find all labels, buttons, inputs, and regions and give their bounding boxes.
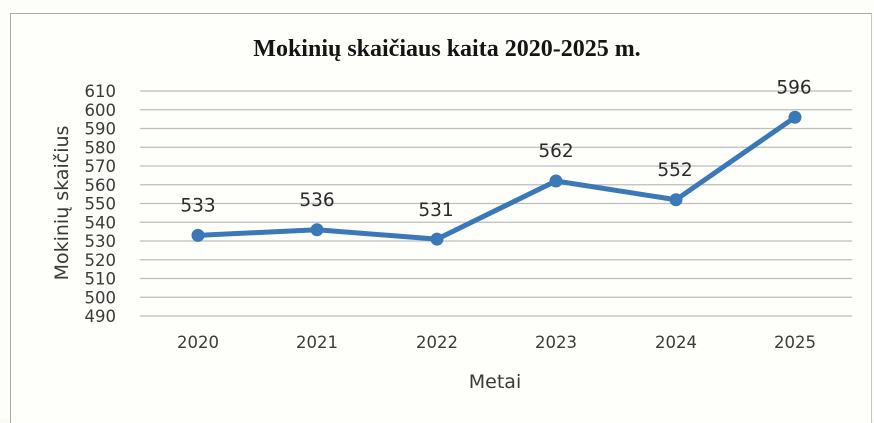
- y-tick-label: 530: [85, 232, 117, 251]
- y-tick-label: 580: [85, 138, 117, 157]
- data-label-2024: 552: [657, 160, 692, 181]
- x-axis-title: Metai: [469, 371, 521, 393]
- data-label-2023: 562: [538, 141, 573, 162]
- gridlines: [140, 91, 852, 316]
- y-tick-label: 600: [85, 101, 117, 120]
- x-tick-label: 2020: [177, 333, 219, 352]
- series-group: [192, 111, 802, 246]
- data-labels: 533 536 531 562 552 596: [180, 77, 811, 221]
- data-label-2021: 536: [299, 190, 334, 211]
- data-point-2020: [192, 229, 205, 242]
- y-axis-title: Mokinių skaičius: [51, 126, 73, 281]
- y-tick-label: 540: [85, 213, 117, 232]
- data-label-2022: 531: [418, 200, 453, 221]
- chart-title: Mokinių skaičiaus kaita 2020-2025 m.: [253, 36, 640, 62]
- x-tick-label: 2022: [416, 333, 458, 352]
- data-point-2023: [550, 175, 563, 188]
- x-tick-label: 2025: [774, 333, 816, 352]
- data-point-2024: [670, 193, 683, 206]
- x-axis-ticks: 2020 2021 2022 2023 2024 2025: [177, 333, 816, 352]
- x-tick-label: 2023: [535, 333, 577, 352]
- y-tick-label: 510: [85, 270, 117, 289]
- data-point-2025: [789, 111, 802, 124]
- data-label-2020: 533: [180, 195, 215, 216]
- y-tick-label: 610: [85, 82, 117, 101]
- data-label-2025: 596: [776, 77, 811, 98]
- y-tick-label: 490: [85, 307, 117, 326]
- y-tick-label: 560: [85, 176, 117, 195]
- series-line: [198, 117, 795, 239]
- y-tick-label: 570: [85, 157, 117, 176]
- y-tick-label: 520: [85, 251, 117, 270]
- x-tick-label: 2024: [655, 333, 697, 352]
- x-tick-label: 2021: [296, 333, 338, 352]
- data-point-2022: [431, 233, 444, 246]
- y-tick-label: 550: [85, 195, 117, 214]
- y-tick-label: 500: [85, 288, 117, 307]
- y-tick-label: 590: [85, 120, 117, 139]
- data-point-2021: [311, 223, 324, 236]
